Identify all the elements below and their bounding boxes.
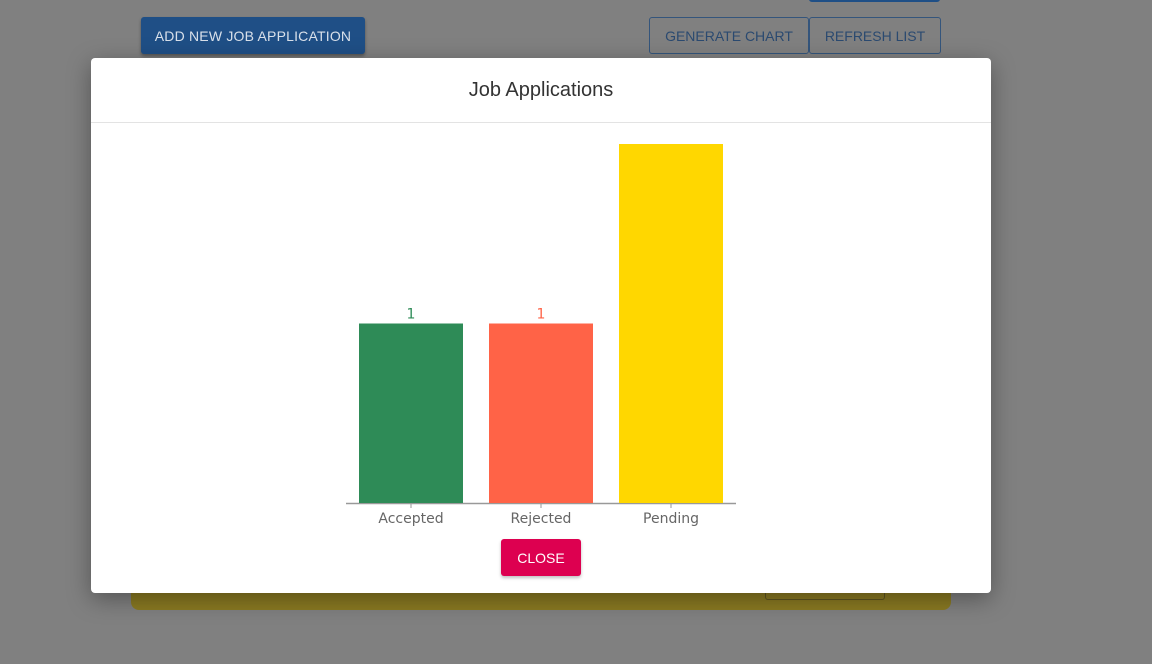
- refresh-list-button[interactable]: REFRESH LIST: [809, 17, 941, 54]
- value-label-rejected: 1: [537, 307, 546, 323]
- bar-accepted: [359, 323, 463, 503]
- job-applications-chart: Accepted 1 Rejected 1 Pending: [346, 144, 736, 527]
- generate-chart-button[interactable]: GENERATE CHART: [649, 17, 809, 54]
- background-button-sliver: [809, 0, 940, 2]
- add-job-application-button[interactable]: ADD NEW JOB APPLICATION: [141, 17, 365, 54]
- modal-header: Job Applications: [91, 58, 991, 123]
- bar-pending: [619, 144, 723, 503]
- chart-modal: Job Applications Accepted 1 Rejected 1 Pendi…: [91, 58, 991, 593]
- value-label-accepted: 1: [407, 307, 416, 323]
- x-tick-label-accepted: Accepted: [378, 511, 443, 527]
- close-button[interactable]: CLOSE: [501, 539, 581, 576]
- x-tick-label-pending: Pending: [643, 511, 699, 527]
- x-tick-label-rejected: Rejected: [511, 511, 572, 527]
- modal-title: Job Applications: [468, 78, 614, 101]
- bar-rejected: [489, 323, 593, 503]
